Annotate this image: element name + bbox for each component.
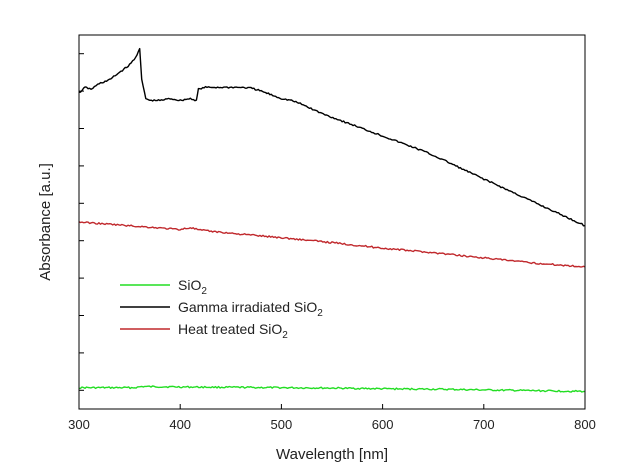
series-line: [78, 221, 586, 268]
x-axis-title: Wavelength [nm]: [276, 446, 388, 463]
x-tick-label: 700: [473, 417, 495, 432]
x-tick-label: 800: [574, 417, 596, 432]
legend-label: Gamma irradiated SiO2: [178, 299, 323, 319]
y-axis-title: Absorbance [a.u.]: [37, 163, 54, 281]
series-layer: [78, 47, 586, 393]
legend-label: Heat treated SiO2: [178, 321, 288, 341]
y-axis: [79, 53, 84, 391]
series-line: [78, 47, 586, 227]
legend-label: SiO2: [178, 277, 207, 297]
x-tick-label: 600: [372, 417, 394, 432]
plot-frame: [78, 34, 586, 410]
legend-label-main: SiO: [178, 277, 201, 293]
x-tick-label: 400: [169, 417, 191, 432]
legend-label-subscript: 2: [201, 286, 207, 297]
series-line: [78, 385, 586, 393]
x-tick-label: 300: [68, 417, 90, 432]
x-axis: 300 400 500 600 700 800: [68, 404, 596, 432]
legend-label-main: Heat treated SiO: [178, 321, 282, 337]
x-tick-label: 500: [271, 417, 293, 432]
plot-area: [79, 35, 585, 409]
legend-label-subscript: 2: [282, 330, 288, 341]
legend-label-subscript: 2: [317, 308, 323, 319]
legend-label-main: Gamma irradiated SiO: [178, 299, 317, 315]
